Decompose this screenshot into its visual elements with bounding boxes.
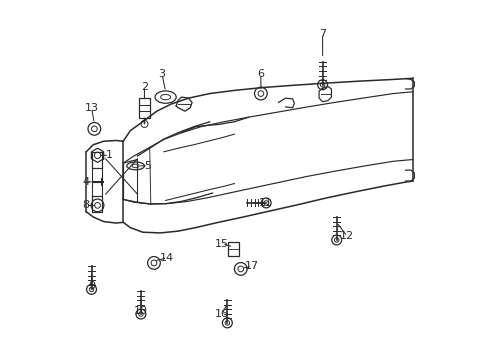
Text: 14: 14 (160, 253, 174, 262)
Text: 15: 15 (215, 239, 229, 248)
Text: 16: 16 (215, 309, 229, 319)
Bar (228, 242, 239, 256)
Text: 9: 9 (88, 281, 95, 291)
Bar (139, 98, 150, 118)
Text: 13: 13 (85, 103, 98, 113)
Text: 7: 7 (319, 28, 326, 39)
Text: 4: 4 (82, 177, 89, 187)
Text: 12: 12 (340, 231, 354, 242)
Text: 6: 6 (257, 69, 265, 79)
Text: 8: 8 (83, 201, 90, 210)
Text: 2: 2 (141, 81, 148, 91)
Text: 10: 10 (134, 306, 148, 315)
Text: 17: 17 (245, 261, 259, 271)
Text: 3: 3 (159, 69, 166, 79)
Text: 5: 5 (145, 161, 151, 171)
Text: 11: 11 (259, 198, 273, 208)
Text: 1: 1 (106, 150, 113, 160)
